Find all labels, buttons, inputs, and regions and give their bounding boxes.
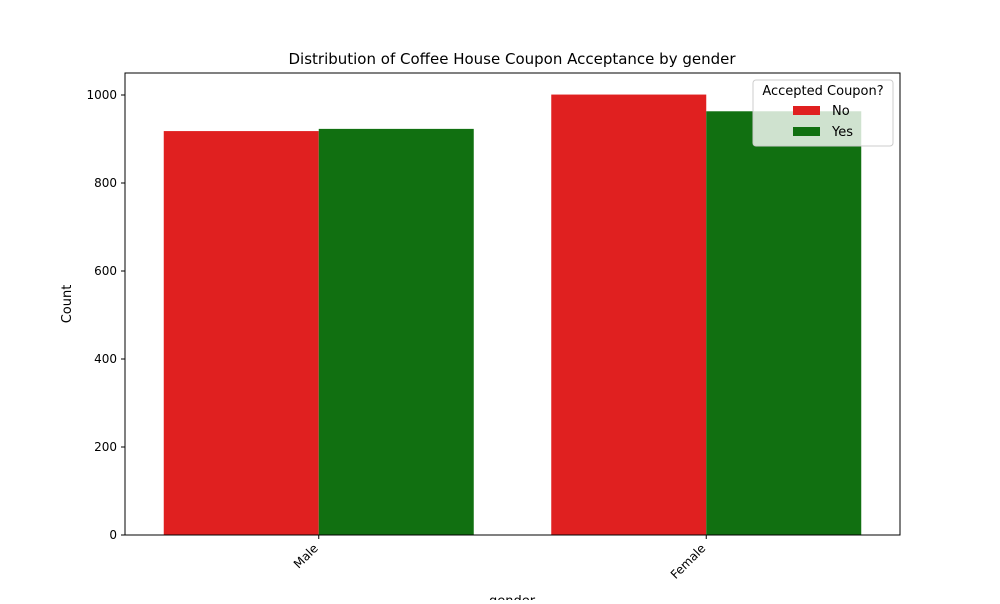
- y-tick-label: 600: [94, 264, 117, 278]
- legend-box: [752, 79, 894, 147]
- legend-title: Accepted Coupon?: [762, 84, 883, 99]
- legend-swatch-yes: [793, 127, 820, 136]
- legend-label-no: No: [832, 104, 850, 119]
- y-tick-label: 400: [94, 352, 117, 366]
- bar-yes-male: [318, 128, 474, 535]
- y-tick-label: 1000: [86, 88, 117, 102]
- x-axis-label: gender: [489, 594, 536, 600]
- y-tick-label: 0: [109, 528, 117, 542]
- y-axis-label: Count: [60, 285, 75, 324]
- bar-no-male: [163, 131, 319, 535]
- y-tick-label: 200: [94, 440, 117, 454]
- y-tick-label: 800: [94, 176, 117, 190]
- bar-no-female: [551, 94, 707, 535]
- plot-area: [163, 94, 862, 535]
- legend-label-yes: Yes: [831, 125, 853, 140]
- bar-yes-female: [706, 111, 862, 535]
- legend-swatch-no: [793, 106, 820, 115]
- axes-frame: [124, 72, 901, 536]
- x-tick-label: Female: [668, 541, 709, 582]
- chart-title: Distribution of Coffee House Coupon Acce…: [288, 50, 736, 68]
- x-tick-label: Male: [291, 541, 321, 571]
- legend: Accepted Coupon? No Yes: [752, 79, 894, 147]
